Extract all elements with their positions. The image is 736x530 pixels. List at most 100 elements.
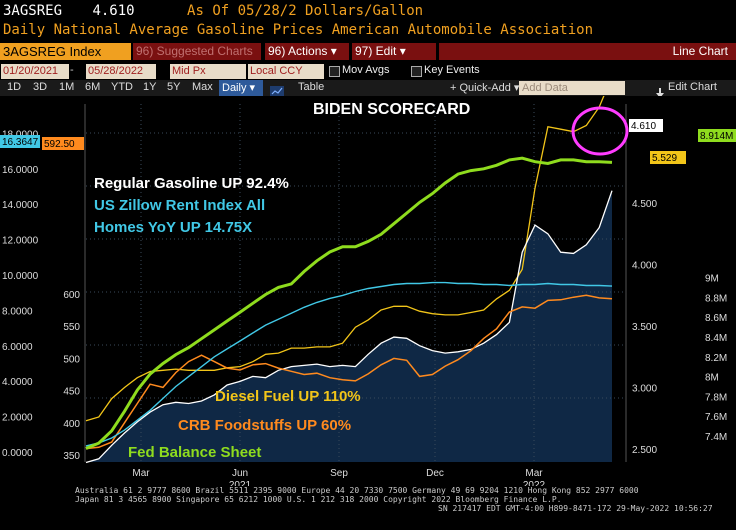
footer-line-3: SN 217417 EDT GMT-4:00 H899-8471-172 29-… <box>438 504 713 513</box>
left-outer-tick: 18.0000 <box>2 129 39 140</box>
footer: Australia 61 2 9777 8600 Brazil 5511 239… <box>0 486 736 530</box>
left-outer-tick: 8.0000 <box>2 306 33 317</box>
annotation-fed: Fed Balance Sheet <box>128 444 261 461</box>
left-outer-tick: 2.0000 <box>2 413 33 424</box>
index-field[interactable]: 3AGSREG Index <box>0 43 131 60</box>
quick-add-button[interactable]: + Quick-Add ▾ <box>450 82 520 94</box>
gasoline-area-fill <box>86 190 612 463</box>
left-inner-axis-ticks: 600 550 500 450 400 350 <box>63 290 80 462</box>
right-outer-tick: 8M <box>705 373 719 384</box>
ticker-header: 3AGSREG 4.610 As Of 05/28/2 Dollars/Gall… <box>3 3 423 19</box>
edit-button[interactable]: 97) Edit ▾ <box>352 43 436 60</box>
mov-avgs-label: Mov Avgs <box>342 64 390 76</box>
right-outer-tick: 8.8M <box>705 293 727 304</box>
right-outer-axis-ticks: 9M 8.8M 8.6M 8.4M 8.2M 8M 7.8M 7.6M 7.4M <box>705 274 727 443</box>
right-outer-tick: 8.2M <box>705 353 727 364</box>
left-inner-tick: 500 <box>63 354 80 365</box>
edit-chart-button[interactable]: Edit Chart <box>668 81 717 93</box>
right-outer-tick: 8.6M <box>705 313 727 324</box>
right-outer-tick: 7.8M <box>705 392 727 403</box>
left-inner-tick: 400 <box>63 419 80 430</box>
left-inner-tick: 600 <box>63 290 80 301</box>
range-max[interactable]: Max <box>192 81 213 93</box>
right-inner-axis-ticks: 4.500 4.000 3.500 3.000 2.500 <box>632 199 657 456</box>
left-outer-tick: 16.0000 <box>2 165 39 176</box>
left-outer-tick: 4.0000 <box>2 377 33 388</box>
x-axis-tick: Mar <box>132 468 150 479</box>
start-date-field[interactable]: 01/20/2021 <box>1 64 69 79</box>
marker-diesel-text: 5.529 <box>652 153 677 164</box>
range-5y[interactable]: 5Y <box>167 81 181 93</box>
left-inner-tick: 450 <box>63 387 80 398</box>
range-3d[interactable]: 3D <box>33 81 48 93</box>
as-of-label: As Of 05/28/2 Dollars/Gallon <box>187 3 424 19</box>
left-outer-axis-ticks: 18.0000 16.0000 14.0000 12.0000 10.0000 8.000… <box>2 129 39 459</box>
right-inner-tick: 2.500 <box>632 445 657 456</box>
right-outer-tick: 9M <box>705 274 719 285</box>
x-axis-tick: Mar <box>525 468 543 479</box>
x-axis-year: 2021 <box>229 480 252 486</box>
date-separator: - <box>70 64 74 76</box>
fed-series-line <box>85 156 613 450</box>
suggested-charts-button[interactable]: 96) Suggested Charts <box>133 43 261 60</box>
left-inner-tick: 350 <box>63 451 80 462</box>
right-outer-tick: 7.4M <box>705 432 727 443</box>
left-outer-tick: 6.0000 <box>2 342 33 353</box>
left-outer-tick: 0.0000 <box>2 448 33 459</box>
diesel-series-line <box>85 96 605 422</box>
key-events-checkbox[interactable] <box>411 66 422 77</box>
currency-select[interactable]: Local CCY <box>248 64 324 79</box>
x-axis-tick: Sep <box>330 468 348 479</box>
ticker-price: 4.610 <box>92 3 135 19</box>
right-outer-tick: 8.4M <box>705 333 727 344</box>
range-ytd[interactable]: YTD <box>111 81 133 93</box>
end-date-field[interactable]: 05/28/2022 <box>86 64 156 79</box>
range-6m[interactable]: 6M <box>85 81 101 93</box>
annotation-zillow-2: Homes YoY UP 14.75X <box>94 219 252 236</box>
range-1d[interactable]: 1D <box>7 81 22 93</box>
left-outer-tick: 10.0000 <box>2 271 39 282</box>
right-outer-tick: 7.6M <box>705 412 727 423</box>
left-outer-tick: 12.0000 <box>2 236 39 247</box>
annotation-crb: CRB Foodstuffs UP 60% <box>178 417 351 434</box>
annotation-gasoline: Regular Gasoline UP 92.4% <box>94 175 289 192</box>
x-axis-tick: Dec <box>426 468 444 479</box>
marker-zillow-left <box>0 135 40 148</box>
period-select[interactable]: Daily ▾ <box>219 80 263 96</box>
x-axis-year: 2022 <box>523 480 546 486</box>
actions-button[interactable]: 96) Actions ▾ <box>265 43 349 60</box>
mov-avgs-checkbox[interactable] <box>329 66 340 77</box>
ticker-symbol: 3AGSREG <box>3 3 63 19</box>
marker-diesel-right <box>650 151 686 164</box>
line-chart-icon[interactable] <box>270 82 284 97</box>
security-description: Daily National Average Gasoline Prices A… <box>3 22 594 38</box>
annotation-diesel: Diesel Fuel UP 110% <box>215 388 361 405</box>
right-inner-tick: 4.500 <box>632 199 657 210</box>
marker-gasoline-right <box>629 119 663 132</box>
marker-left-outer-text: 16.3647 <box>2 137 39 148</box>
gasoline-series-line <box>85 190 613 464</box>
add-data-input[interactable]: Add Data <box>519 81 625 95</box>
zillow-series-line <box>85 281 613 447</box>
price-type-select[interactable]: Mid Px <box>170 64 246 79</box>
marker-crb-left <box>42 137 84 150</box>
annotation-zillow-1: US Zillow Rent Index All <box>94 197 265 214</box>
key-events-label: Key Events <box>424 64 480 76</box>
footer-line-1: Australia 61 2 9777 8600 Brazil 5511 239… <box>75 486 639 495</box>
right-inner-tick: 4.000 <box>632 261 657 272</box>
crb-series-line <box>85 294 613 450</box>
range-1m[interactable]: 1M <box>59 81 75 93</box>
marker-left-inner-text: 592.50 <box>44 139 75 150</box>
right-inner-tick: 3.000 <box>632 384 657 395</box>
download-icon[interactable] <box>656 83 664 98</box>
chart-area: 18.0000 16.0000 14.0000 12.0000 10.0000 8.000… <box>0 96 736 486</box>
right-inner-tick: 3.500 <box>632 322 657 333</box>
marker-fed-right <box>698 129 736 142</box>
highlight-circle <box>571 106 629 156</box>
range-1y[interactable]: 1Y <box>143 81 157 93</box>
chart-title: BIDEN SCORECARD <box>313 101 470 118</box>
marker-right-inner-text: 4.610 <box>631 121 656 132</box>
footer-line-2: Japan 81 3 4565 8900 Singapore 65 6212 1… <box>75 495 562 504</box>
table-button[interactable]: Table <box>298 81 325 93</box>
x-axis-ticks: Mar Jun Sep Dec Mar 2021 2022 <box>132 468 545 486</box>
